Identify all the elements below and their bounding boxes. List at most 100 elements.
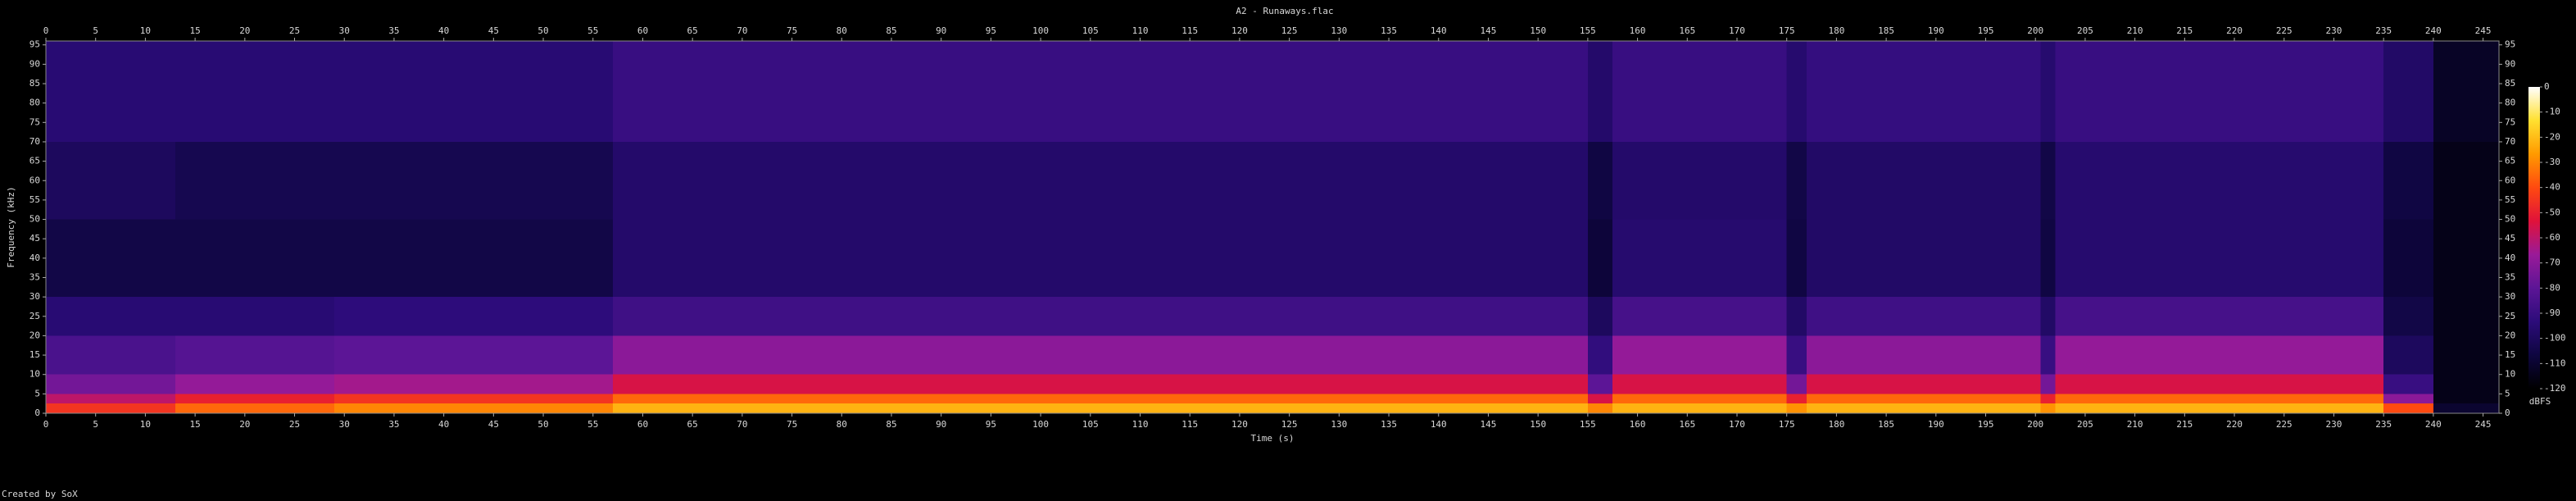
heatmap-cell	[2383, 297, 2433, 336]
heatmap-cell	[2040, 335, 2056, 375]
y-tick-label: 50	[2505, 214, 2515, 225]
heatmap-cell	[613, 141, 1588, 220]
x-tick-label: 170	[1729, 419, 1745, 430]
heatmap-cell	[334, 403, 614, 413]
heatmap-cell	[1587, 297, 1613, 336]
heatmap-cell	[2055, 403, 2384, 413]
colorbar-tick-label: -60	[2544, 232, 2560, 243]
heatmap-cell	[2040, 41, 2056, 142]
y-tick-label: 20	[29, 330, 40, 340]
heatmap-cell	[2040, 297, 2056, 336]
y-tick-label: 55	[2505, 194, 2515, 205]
x-tick-label: 25	[289, 419, 300, 430]
heatmap-cell	[1612, 394, 1787, 404]
y-tick-label: 50	[29, 214, 40, 225]
heatmap-cell	[46, 335, 175, 375]
heatmap-cell	[1786, 297, 1807, 336]
x-tick-label: 10	[140, 25, 151, 36]
heatmap-cell	[46, 403, 175, 413]
x-tick-label: 15	[189, 25, 200, 36]
x-tick-label: 45	[488, 25, 499, 36]
heatmap-cell	[2055, 297, 2384, 336]
x-tick-label: 150	[1530, 25, 1546, 36]
x-tick-label: 120	[1231, 419, 1248, 430]
heatmap-cell	[2433, 297, 2499, 336]
x-tick-label: 60	[637, 419, 648, 430]
heatmap-cell	[46, 374, 175, 394]
colorbar-label: dBFS	[2529, 396, 2551, 407]
x-tick-label: 235	[2375, 25, 2392, 36]
x-tick-label: 185	[1878, 419, 1894, 430]
x-tick-label: 240	[2425, 419, 2442, 430]
heatmap-cell	[1786, 374, 1807, 394]
x-tick-label: 210	[2127, 419, 2143, 430]
x-tick-label: 135	[1381, 419, 1397, 430]
x-tick-label: 35	[388, 25, 399, 36]
x-tick-label: 190	[1928, 419, 1944, 430]
x-tick-label: 80	[837, 419, 847, 430]
heatmap-cell	[2383, 335, 2433, 375]
heatmap-cell	[2040, 403, 2056, 413]
heatmap-cell	[2055, 394, 2384, 404]
x-tick-label: 240	[2425, 25, 2442, 36]
x-tick-label: 215	[2176, 419, 2193, 430]
colorbar-tick-label: -30	[2544, 157, 2560, 167]
colorbar-tick-label: -70	[2544, 257, 2560, 268]
heatmap-cell	[613, 219, 1588, 298]
chart-title: A2 - Runaways.flac	[1236, 6, 1333, 16]
heatmap-cell	[175, 41, 335, 142]
y-tick-label: 30	[29, 291, 40, 302]
heatmap-cell	[2040, 219, 2056, 298]
heatmap-cell	[1587, 374, 1613, 394]
heatmap-cell	[2040, 374, 2056, 394]
y-tick-label: 60	[2505, 175, 2515, 185]
heatmap-cell	[2383, 374, 2433, 394]
heatmap-cell	[175, 394, 335, 404]
heatmap-cell	[2040, 394, 2056, 404]
x-tick-label: 15	[189, 419, 200, 430]
x-tick-label: 20	[239, 419, 250, 430]
heatmap-cell	[1806, 374, 2041, 394]
x-tick-label: 115	[1181, 25, 1198, 36]
x-tick-label: 180	[1828, 25, 1844, 36]
x-tick-label: 110	[1132, 419, 1149, 430]
heatmap-cell	[1612, 219, 1787, 298]
heatmap-cell	[613, 403, 1588, 413]
heatmap-cell	[1806, 335, 2041, 375]
y-tick-label: 10	[29, 369, 40, 380]
x-tick-label: 160	[1630, 419, 1646, 430]
x-tick-label: 105	[1082, 25, 1099, 36]
heatmap-cell	[1806, 394, 2041, 404]
x-tick-label: 220	[2226, 419, 2243, 430]
x-tick-label: 225	[2276, 25, 2293, 36]
x-tick-label: 70	[737, 419, 747, 430]
x-tick-label: 10	[140, 419, 151, 430]
x-tick-label: 75	[787, 419, 797, 430]
heatmap-cell	[613, 41, 1588, 142]
x-tick-label: 245	[2475, 419, 2492, 430]
colorbar	[2528, 87, 2540, 389]
y-tick-label: 30	[2505, 291, 2515, 302]
heatmap-cell	[1612, 335, 1787, 375]
heatmap-cell	[2055, 219, 2384, 298]
x-tick-label: 160	[1630, 25, 1646, 36]
x-tick-label: 180	[1828, 419, 1844, 430]
heatmap-cell	[334, 297, 614, 336]
x-tick-label: 105	[1082, 419, 1099, 430]
y-tick-label: 90	[2505, 58, 2515, 69]
x-tick-label: 55	[587, 25, 598, 36]
x-tick-label: 90	[936, 419, 946, 430]
y-tick-label: 35	[29, 271, 40, 282]
y-tick-label: 75	[29, 116, 40, 127]
x-axis-label: Time (s)	[1251, 433, 1295, 444]
heatmap-cell	[1786, 219, 1807, 298]
x-tick-label: 135	[1381, 25, 1397, 36]
x-tick-label: 205	[2077, 419, 2093, 430]
y-tick-label: 55	[29, 194, 40, 205]
heatmap-cell	[2040, 141, 2056, 220]
x-tick-label: 165	[1679, 419, 1695, 430]
x-tick-label: 120	[1231, 25, 1248, 36]
y-tick-label: 25	[29, 311, 40, 321]
y-tick-label: 5	[34, 388, 40, 399]
